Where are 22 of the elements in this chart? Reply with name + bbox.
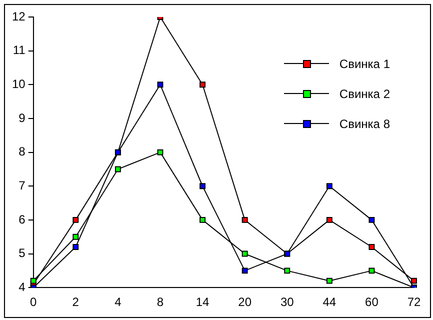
legend-label: Свинка 2 bbox=[339, 87, 390, 101]
legend-label: Свинка 8 bbox=[339, 117, 390, 131]
y-tick-label: 12 bbox=[12, 9, 26, 24]
x-tick-label: 30 bbox=[280, 295, 294, 310]
x-tick-label: 20 bbox=[238, 295, 252, 310]
y-tick-label: 4 bbox=[18, 280, 26, 294]
legend-label: Свинка 1 bbox=[339, 57, 390, 71]
x-tick-label: 14 bbox=[196, 295, 210, 310]
y-tick-label: 11 bbox=[12, 43, 26, 58]
x-tick-label: 0 bbox=[30, 295, 38, 310]
x-tick-label: 60 bbox=[365, 295, 379, 310]
x-tick-label: 8 bbox=[156, 295, 164, 310]
y-tick-label: 8 bbox=[18, 144, 26, 159]
x-tick-label: 2 bbox=[72, 295, 80, 310]
y-tick-label: 9 bbox=[18, 110, 26, 125]
y-tick-label: 7 bbox=[18, 178, 26, 192]
y-tick-label: 5 bbox=[18, 246, 26, 260]
x-tick-label: 44 bbox=[322, 295, 336, 310]
y-tick-label: 10 bbox=[12, 76, 26, 91]
x-tick-label: 4 bbox=[114, 295, 122, 310]
x-tick-label: 72 bbox=[407, 295, 421, 310]
y-tick-label: 6 bbox=[18, 212, 26, 226]
